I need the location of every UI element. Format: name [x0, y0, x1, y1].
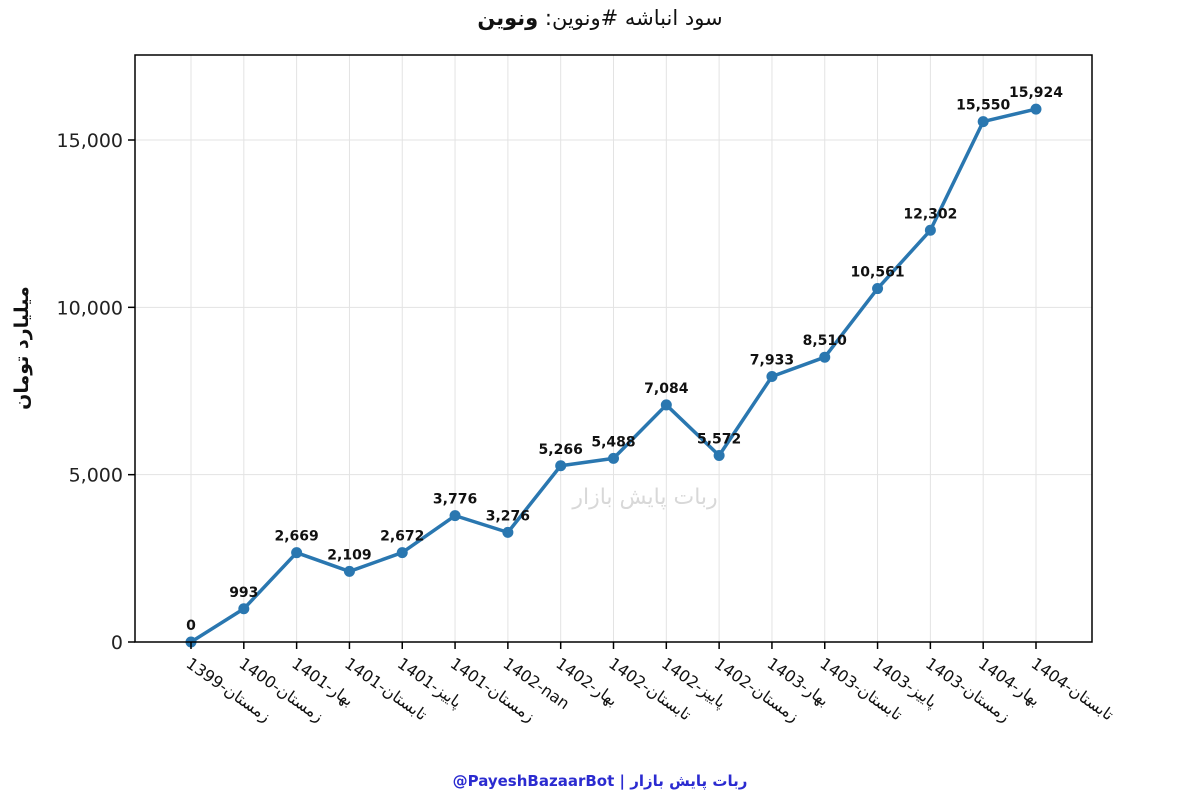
data-label: 2,109 [327, 547, 371, 563]
data-label: 12,302 [903, 206, 957, 222]
y-axis-label: میلیارد تومان [11, 286, 33, 410]
axes: 05,00010,00015,0001399-زمستان1400-زمستان… [57, 130, 1118, 727]
series: 0 993 2,669 2,109 2,672 3,776 3,276 5,266 5,488 7… [185, 85, 1063, 648]
data-label: 0 [186, 618, 196, 634]
data-point [291, 547, 303, 559]
data-label: 7,933 [750, 353, 794, 369]
watermark: ربات پایش بازار [571, 485, 717, 510]
data-point [396, 547, 408, 559]
data-label: 993 [229, 585, 258, 601]
data-label: 5,488 [591, 434, 635, 450]
y-tick-label: 0 [111, 632, 123, 654]
data-label: 10,561 [851, 265, 905, 281]
data-label: 15,550 [956, 98, 1010, 114]
data-label: 3,276 [486, 508, 530, 524]
data-point [608, 452, 619, 464]
data-point [924, 224, 936, 236]
data-point [555, 460, 567, 472]
data-point [1030, 103, 1042, 115]
data-label: 7,084 [644, 381, 689, 397]
y-tick-label: 10,000 [57, 297, 123, 319]
data-label: 3,776 [433, 492, 477, 508]
y-tick-label: 15,000 [57, 130, 123, 152]
grid [135, 55, 1092, 643]
data-label: 2,669 [274, 529, 318, 545]
data-label: 5,266 [539, 442, 583, 458]
data-point [343, 565, 355, 577]
data-point [872, 283, 884, 295]
data-point [766, 371, 778, 383]
y-tick-label: 5,000 [69, 465, 123, 487]
footer-credit: @PayeshBazaarBot | ربات پایش بازار [452, 772, 748, 790]
data-point [977, 116, 989, 128]
data-label: 15,924 [1009, 85, 1063, 101]
data-point [238, 603, 250, 615]
title-prefix: سود انباشه #ونوین: [544, 6, 723, 30]
data-point [660, 399, 672, 411]
data-label: 5,572 [697, 432, 741, 448]
x-tick-label: 1404-تابستان [1028, 654, 1118, 725]
data-label: 2,672 [380, 529, 424, 545]
data-label: 8,510 [803, 333, 848, 349]
title-bold: ونوین [477, 6, 539, 30]
data-point [819, 351, 831, 363]
data-point [449, 510, 461, 522]
data-point [502, 526, 514, 538]
data-point [713, 450, 725, 462]
chart-title: سود انباشه #ونوین: ونوین [0, 6, 1200, 30]
